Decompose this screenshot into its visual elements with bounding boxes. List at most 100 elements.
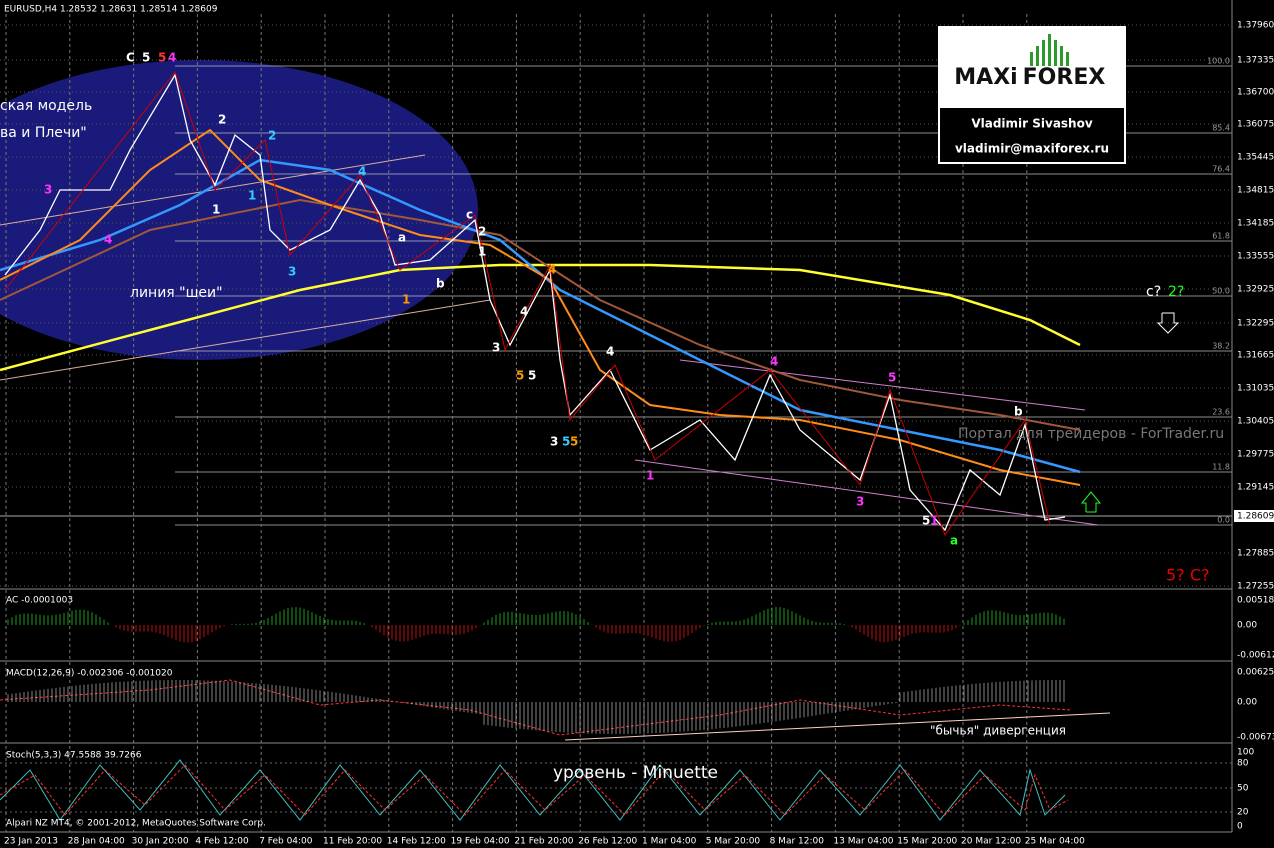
wave-label: a (398, 231, 406, 245)
logo-bars (1030, 34, 1069, 66)
annotation: ва и Плечи" (0, 125, 87, 141)
price (4, 73, 1066, 532)
price-tick-label: 1.32925 (1237, 285, 1274, 295)
wave-label: c (466, 208, 473, 222)
price-tick-label: 1.35445 (1237, 153, 1274, 163)
price-tick-label: 1.31035 (1237, 384, 1274, 394)
wave-label: 4 (104, 233, 112, 247)
price-tick-label: 1.34815 (1237, 186, 1274, 196)
logo-email: vladimir@maxiforex.ru (955, 142, 1109, 156)
chart-header: EURUSD,H4 1.28532 1.28631 1.28514 1.2860… (4, 5, 218, 15)
panel-label: Stoch(5,3,3) 47.5588 39.7266 (6, 751, 142, 761)
zigzag (4, 70, 1051, 537)
stoch-signal (0, 764, 1069, 816)
date-label: 20 Mar 12:00 (961, 837, 1021, 847)
ma-blue (0, 158, 1081, 474)
price-tick-label: 1.27255 (1237, 582, 1274, 592)
wave-label: 5 (922, 514, 930, 528)
date-label: 21 Feb 20:00 (514, 837, 573, 847)
logo-brand: FOREX (1023, 65, 1106, 90)
wave-label: 1 (402, 293, 410, 307)
wave-label: 2 (268, 129, 276, 143)
wave-label: 3 (44, 183, 52, 197)
fib-label: 11.8 (1212, 463, 1230, 472)
fib-label: 0.0 (1217, 516, 1230, 525)
panel-tick-label: 20 (1237, 808, 1249, 818)
panel-tick-label: 0 (1237, 822, 1243, 832)
annotation: Портал для трейдеров - ForTrader.ru (958, 426, 1224, 442)
copyright: Alpari NZ MT4, © 2001-2012, MetaQuotes S… (6, 819, 266, 829)
wave-label: 5 (888, 371, 896, 385)
wave-label: 2 (478, 225, 486, 239)
logo-contact-box (940, 108, 1124, 162)
neckline (0, 299, 491, 381)
wave-label: C (126, 51, 135, 65)
ma-brown (0, 198, 1081, 431)
divergence-line (564, 712, 1111, 741)
price-tick-label: 1.29775 (1237, 450, 1274, 460)
wave-label: b (436, 277, 445, 291)
wave-label: 5 (570, 435, 578, 449)
panel-tick-label: 0.00 (1237, 698, 1257, 708)
fib-label: 85.4 (1212, 124, 1230, 133)
annotation: уровень - Minuette (553, 763, 718, 783)
wave-label: 1 (646, 469, 654, 483)
panel-label: AC -0.0001003 (6, 596, 73, 606)
date-label: 26 Feb 12:00 (578, 837, 637, 847)
panel-tick-label: -0.00612 (1237, 651, 1274, 661)
date-label: 14 Feb 12:00 (387, 837, 446, 847)
channel-bottom (634, 459, 1099, 526)
wave-label: 5 (528, 369, 536, 383)
annotation: 2? (1168, 284, 1184, 300)
price-tick-label: 1.32295 (1237, 319, 1274, 329)
fib-label: 61.8 (1212, 232, 1230, 241)
arrow-down (1156, 312, 1180, 334)
fib-label: 50.0 (1212, 287, 1230, 296)
wave-label: 1 (212, 203, 220, 217)
wave-label: 2 (218, 113, 226, 127)
annotation: линия "шеи" (130, 285, 223, 301)
wave-label: 3 (550, 435, 558, 449)
price-tick-label: 1.33555 (1237, 252, 1274, 262)
price-tick-label: 1.30405 (1237, 417, 1274, 427)
logo-brand: MAXi (954, 65, 1017, 90)
panel-tick-label: 80 (1237, 759, 1249, 769)
macd-signal (0, 679, 1071, 736)
panel-tick-label: 0.00625 (1237, 668, 1274, 678)
wave-label: 5 (516, 369, 524, 383)
wave-label: a (950, 534, 958, 548)
price-tick-label: 1.31665 (1237, 351, 1274, 361)
fib-label: 76.4 (1212, 165, 1230, 174)
wave-label: b (1014, 405, 1023, 419)
date-label: 13 Mar 04:00 (833, 837, 893, 847)
wave-label: 4 (520, 305, 528, 319)
shoulder-line (0, 154, 426, 226)
wave-label: 3 (288, 265, 296, 279)
date-label: 28 Jan 04:00 (68, 837, 125, 847)
price-tick-label: 1.37335 (1237, 56, 1274, 66)
head-shoulders-ellipse (0, 60, 478, 360)
annotation: ская модель (0, 98, 92, 114)
date-label: 1 Mar 04:00 (642, 837, 697, 847)
wave-label: 5 (562, 435, 570, 449)
panel-tick-label: 0.00518 (1237, 596, 1274, 606)
arrow-up (1080, 491, 1102, 513)
date-label: 15 Mar 20:00 (897, 837, 957, 847)
wave-label: 3 (492, 341, 500, 355)
wave-label: 3 (856, 495, 864, 509)
current-price-box (1234, 510, 1274, 522)
grid (0, 14, 1232, 832)
ma-yellow (0, 263, 1081, 372)
date-label: 5 Mar 20:00 (706, 837, 761, 847)
channel-top (679, 359, 1086, 411)
panel-tick-label: 100 (1237, 748, 1254, 758)
date-label: 4 Feb 12:00 (195, 837, 249, 847)
date-label: 30 Jan 20:00 (132, 837, 189, 847)
annotation: "бычья" дивергенция (930, 724, 1066, 738)
wave-label: 1 (930, 514, 938, 528)
ma-orange (0, 128, 1081, 486)
wave-label: 4 (606, 345, 614, 359)
date-label: 8 Mar 12:00 (770, 837, 825, 847)
panel-tick-label: 50 (1237, 784, 1249, 794)
